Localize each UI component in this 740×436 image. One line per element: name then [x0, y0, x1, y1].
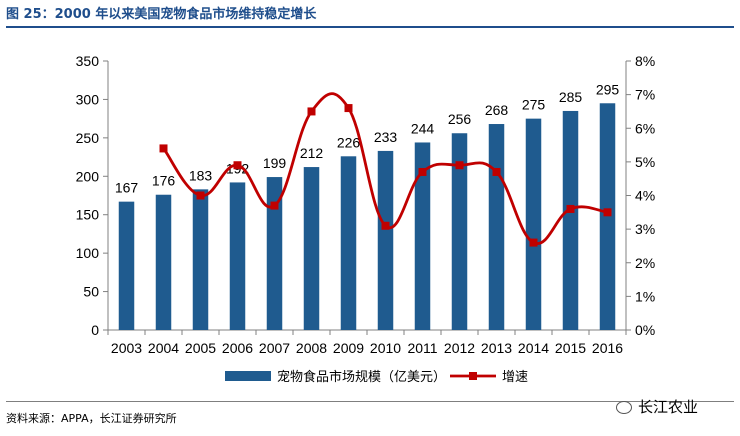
bar — [488, 124, 505, 330]
bar-data-label: 199 — [263, 155, 287, 171]
bar-data-label: 233 — [374, 129, 398, 145]
legend-line-marker — [469, 372, 477, 380]
bar-data-label: 183 — [189, 167, 213, 183]
bar — [118, 201, 135, 330]
growth-marker — [603, 208, 612, 217]
bar-data-label: 226 — [337, 134, 361, 150]
right-tick-label: 2% — [635, 255, 655, 271]
growth-marker — [270, 201, 279, 210]
bar-data-label: 295 — [596, 81, 620, 97]
x-tick-label: 2008 — [296, 340, 327, 356]
bar-data-label: 275 — [522, 97, 546, 113]
bar — [155, 194, 172, 330]
x-tick-label: 2010 — [370, 340, 401, 356]
growth-marker — [233, 161, 242, 170]
x-tick-label: 2004 — [148, 340, 179, 356]
x-tick-label: 2003 — [111, 340, 142, 356]
left-tick-label: 100 — [76, 245, 100, 261]
watermark: 长江农业 — [616, 396, 698, 417]
bar — [599, 103, 616, 331]
x-tick-label: 2011 — [407, 340, 437, 356]
x-tick-label: 2006 — [222, 340, 253, 356]
bar-data-label: 212 — [300, 145, 324, 161]
bar-data-label: 167 — [115, 180, 139, 196]
x-tick-label: 2007 — [259, 340, 290, 356]
bar — [525, 118, 542, 331]
axes: 0 50 100 150 200 250 300 350 0% 1% 2% 3% 4% 5% 6% 7% 8% 2… — [76, 53, 656, 356]
growth-marker — [344, 104, 353, 113]
x-tick-label: 2013 — [481, 340, 512, 356]
bar — [266, 177, 283, 330]
bar — [192, 189, 209, 330]
figure-title: 图 25：2000 年以来美国宠物食品市场维持稳定增长 — [6, 7, 317, 22]
x-tick-label: 2009 — [333, 340, 364, 356]
legend-bar-label: 宠物食品市场规模（亿美元） — [277, 369, 446, 385]
right-tick-label: 8% — [635, 53, 655, 69]
bar-data-label: 244 — [411, 120, 435, 136]
left-tick-label: 0 — [91, 322, 99, 338]
legend: 宠物食品市场规模（亿美元） 增速 — [225, 369, 528, 385]
growth-marker — [159, 144, 168, 153]
bar-labels: 1671761831921992122262332442562682752852… — [115, 81, 620, 195]
growth-marker — [196, 191, 205, 200]
bar — [303, 167, 320, 330]
right-tick-label: 0% — [635, 322, 655, 338]
bar — [451, 133, 468, 330]
growth-marker — [455, 161, 464, 170]
growth-marker — [566, 204, 575, 213]
x-tick-label: 2015 — [555, 340, 586, 356]
x-tick-label: 2005 — [185, 340, 216, 356]
footer-rule — [6, 401, 734, 402]
source-note: 资料来源：APPA，长江证券研究所 — [6, 412, 177, 425]
growth-marker — [492, 167, 501, 176]
growth-marker — [381, 221, 390, 230]
bar-data-label: 256 — [448, 111, 472, 127]
growth-marker — [418, 167, 427, 176]
growth-marker — [529, 238, 538, 247]
right-tick-label: 7% — [635, 87, 655, 103]
right-tick-label: 3% — [635, 221, 655, 237]
right-tick-label: 1% — [635, 288, 655, 304]
bar — [414, 142, 431, 330]
bars — [118, 103, 616, 331]
left-tick-label: 50 — [83, 284, 99, 300]
right-tick-label: 4% — [635, 188, 655, 204]
legend-line-label: 增速 — [502, 370, 528, 385]
growth-marker — [307, 107, 316, 116]
left-tick-label: 200 — [76, 168, 100, 184]
left-tick-label: 350 — [76, 53, 100, 69]
bar — [562, 110, 579, 330]
left-tick-label: 150 — [76, 207, 100, 223]
bar-data-label: 176 — [152, 173, 176, 189]
bar-data-label: 268 — [485, 102, 509, 118]
legend-bar-swatch — [225, 371, 271, 381]
right-tick-label: 6% — [635, 120, 655, 136]
bar-data-label: 285 — [559, 89, 583, 105]
growth-line — [159, 92, 612, 247]
x-tick-label: 2014 — [518, 340, 549, 356]
title-rule — [6, 26, 734, 28]
right-tick-label: 5% — [635, 154, 655, 170]
left-tick-label: 250 — [76, 130, 100, 146]
watermark-text: 长江农业 — [638, 398, 699, 416]
x-tick-label: 2016 — [592, 340, 623, 356]
wechat-icon — [616, 401, 632, 414]
bar — [377, 150, 394, 330]
left-tick-label: 300 — [76, 91, 100, 107]
bar — [340, 156, 357, 330]
bar — [229, 182, 246, 330]
x-tick-label: 2012 — [444, 340, 475, 356]
